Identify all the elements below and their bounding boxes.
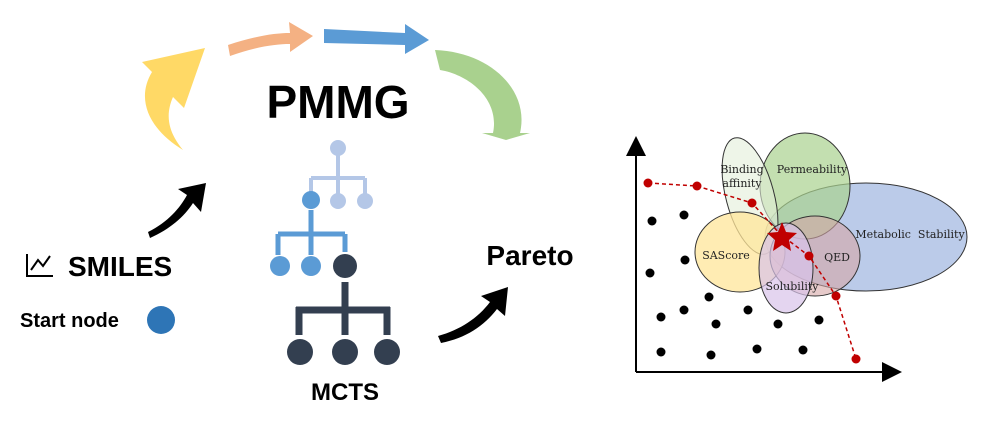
cycle-arrow-icon <box>142 22 530 150</box>
tree-node <box>330 140 346 156</box>
pareto-point <box>831 291 841 301</box>
pareto-point <box>643 178 653 188</box>
data-point <box>814 315 824 325</box>
pareto-point <box>804 251 814 261</box>
pareto-plot: Binding affinity Permeability Metabolic … <box>626 132 968 382</box>
metabolic-stability-label: Metabolic Stability <box>855 228 965 241</box>
data-point <box>680 255 690 265</box>
tree-node <box>333 254 357 278</box>
tree-node <box>301 256 321 276</box>
tree-node <box>330 193 346 209</box>
sascore-label: SAScore <box>702 249 750 262</box>
data-point <box>773 319 783 329</box>
ellipse-solubility <box>758 222 814 314</box>
smiles-label: SMILES <box>68 251 172 282</box>
data-point <box>645 268 655 278</box>
data-point <box>679 305 689 315</box>
data-point <box>743 305 753 315</box>
pointer-arrow-icon <box>148 183 206 238</box>
affinity-label: affinity <box>722 177 762 190</box>
data-point <box>656 347 666 357</box>
pareto-label: Pareto <box>486 240 573 271</box>
data-point <box>704 292 714 302</box>
data-point <box>679 210 689 220</box>
tree-node <box>302 191 320 209</box>
star-icon <box>767 222 797 251</box>
title: PMMG <box>266 76 409 128</box>
mcts-tree <box>270 140 400 365</box>
data-point <box>647 216 657 226</box>
tree-node <box>374 339 400 365</box>
pareto-point <box>851 354 861 364</box>
permeability-label: Permeability <box>777 163 848 176</box>
pareto-point <box>692 181 702 191</box>
orange-cycle-arrow <box>228 22 313 56</box>
line-chart-icon <box>26 254 53 277</box>
data-point <box>798 345 808 355</box>
solubility-label: Solubility <box>766 280 820 293</box>
binding-label: Binding <box>720 163 763 176</box>
tree-node <box>270 256 290 276</box>
data-point <box>656 312 666 322</box>
data-point <box>752 344 762 354</box>
yellow-cycle-arrow <box>142 48 205 150</box>
tree-node <box>357 193 373 209</box>
green-cycle-arrow <box>435 50 530 140</box>
data-point <box>711 319 721 329</box>
pointer-arrow-icon-pareto <box>438 287 508 343</box>
pareto-point <box>747 198 757 208</box>
tree-node <box>332 339 358 365</box>
data-point <box>706 350 716 360</box>
blue-cycle-arrow <box>324 24 429 54</box>
mcts-label: MCTS <box>311 379 379 406</box>
qed-label: QED <box>824 251 850 264</box>
start-node-label: Start node <box>20 310 119 332</box>
tree-node <box>287 339 313 365</box>
start-node-icon <box>147 306 175 334</box>
